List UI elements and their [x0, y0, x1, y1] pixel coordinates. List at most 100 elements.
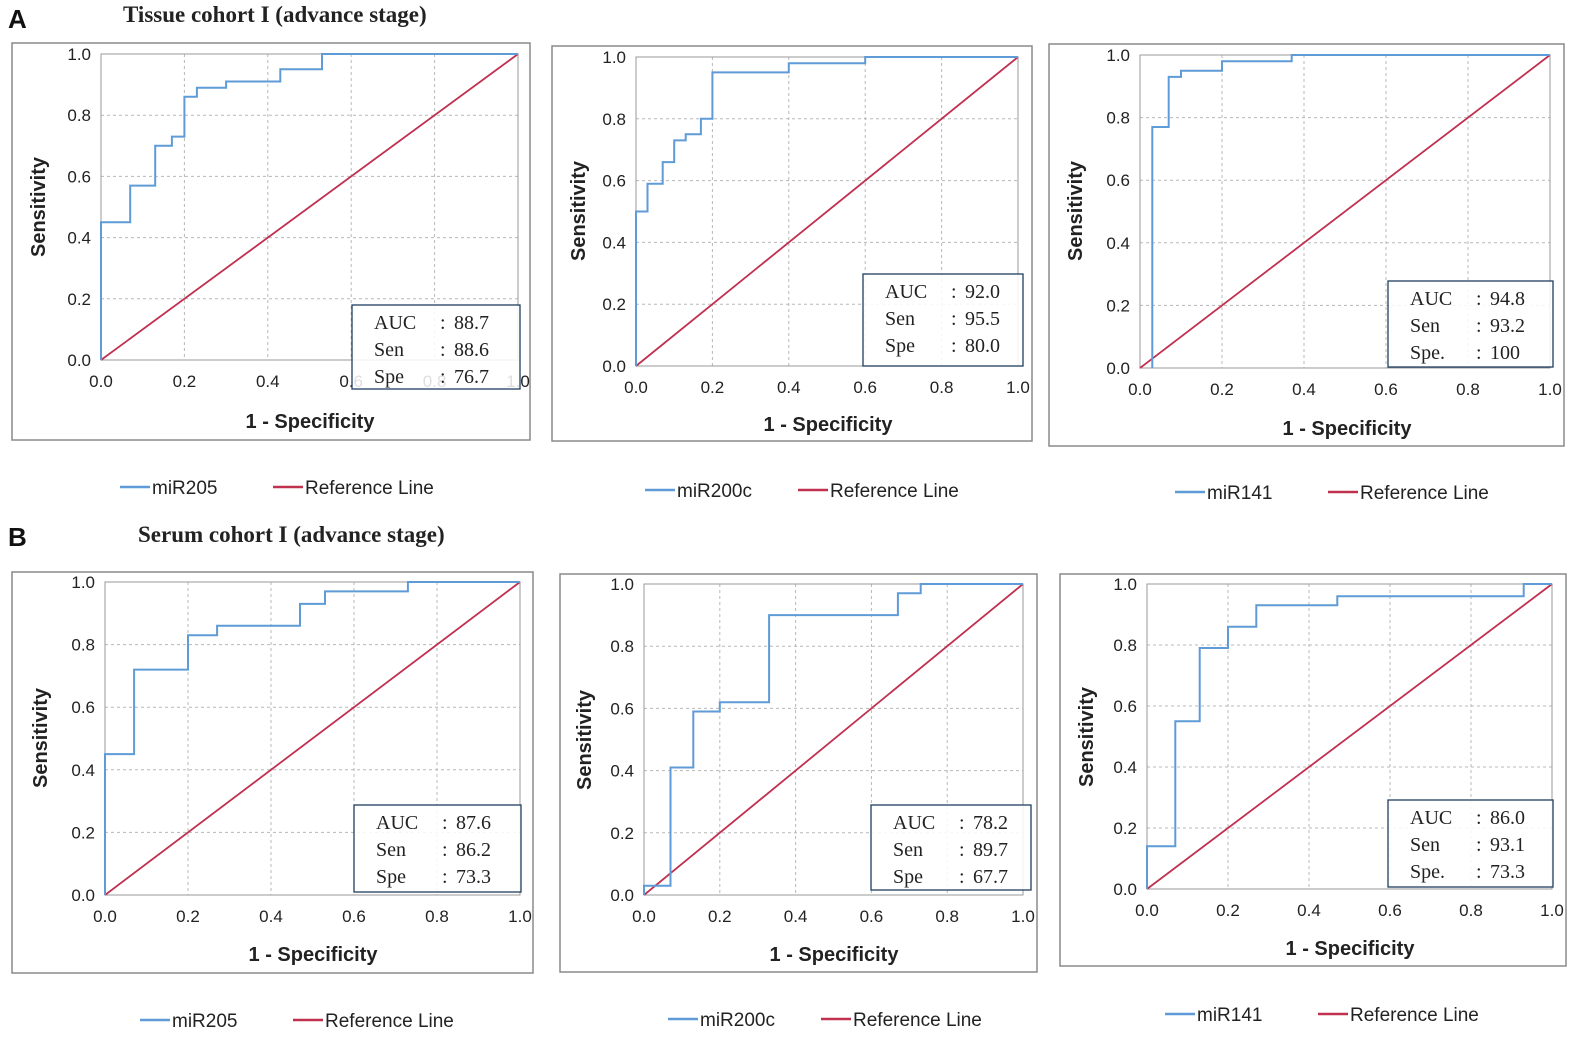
- y-tick-label: 0.8: [67, 106, 91, 125]
- stat-value-auc: 87.6: [456, 812, 491, 834]
- legend-label-series: miR205: [152, 478, 217, 499]
- y-tick-label: 0.2: [602, 295, 626, 314]
- roc-curve-miR200c: [643, 583, 1023, 895]
- stat-value-sen: 95.5: [965, 308, 1000, 330]
- stat-value-auc: 88.7: [454, 312, 489, 334]
- stats-box: [1387, 280, 1554, 368]
- stat-label-sen: Sen: [376, 839, 406, 861]
- legend-label-reference: Reference Line: [305, 478, 434, 499]
- roc-chart-tissue-mir205: 0.00.20.40.60.81.00.00.20.40.60.81.01 - …: [11, 42, 531, 499]
- stat-colon: :: [959, 866, 965, 888]
- stat-label-spe: Spe.: [1410, 861, 1445, 883]
- stat-value-spe: 73.3: [1490, 861, 1525, 883]
- y-tick-label: 0.2: [67, 290, 91, 309]
- reference-line: [104, 581, 521, 896]
- x-tick-label: 0.8: [930, 378, 954, 397]
- reference-line: [1146, 583, 1553, 890]
- legend-label-reference: Reference Line: [1360, 483, 1489, 504]
- reference-line: [643, 583, 1024, 896]
- y-axis-label: Sensitivity: [574, 689, 596, 790]
- y-tick-label: 1.0: [1106, 46, 1130, 65]
- y-tick-label: 0.8: [1106, 109, 1130, 128]
- stat-value-spe: 100: [1490, 342, 1520, 364]
- y-tick-label: 0.0: [610, 886, 634, 905]
- y-axis-label: Sensitivity: [28, 156, 50, 257]
- stat-label-sen: Sen: [893, 839, 923, 861]
- y-axis-label: Sensitivity: [30, 687, 52, 788]
- legend-label-reference: Reference Line: [830, 481, 959, 502]
- x-axis-label: 1 - Specificity: [764, 414, 894, 436]
- x-axis-label: 1 - Specificity: [246, 411, 376, 433]
- roc-curve-miR205: [104, 581, 520, 895]
- x-tick-label: 0.0: [89, 372, 113, 391]
- x-tick-label: 0.6: [860, 907, 884, 926]
- roc-chart-tissue-mir200c: 0.0 0.2 0.4 0.6 0.8 1.0 0.0 0.2 0.4 0.6 0.8 1.0 1 - …: [551, 45, 1033, 502]
- stat-label-spe: Spe: [893, 866, 923, 888]
- stat-value-sen: 89.7: [973, 839, 1008, 861]
- stat-label-auc: AUC: [1410, 288, 1452, 310]
- roc-curve-miR141: [1151, 54, 1550, 368]
- roc-chart-serum-mir205: 0.0 0.2 0.4 0.6 0.8 1.0 0.0 0.2 0.4 0.6 0.8 1.0 1 - …: [11, 571, 534, 1032]
- stat-label-sen: Sen: [885, 308, 915, 330]
- x-tick-label: 0.8: [935, 907, 959, 926]
- panel-title-tissue: Tissue cohort I (advance stage): [123, 2, 427, 27]
- y-tick-label: 1.0: [1113, 575, 1137, 594]
- x-tick-label: 0.0: [1128, 380, 1152, 399]
- reference-line: [1139, 54, 1551, 369]
- y-tick-label: 0.8: [602, 110, 626, 129]
- stat-value-auc: 78.2: [973, 812, 1008, 834]
- x-tick-label: 0.2: [1210, 380, 1234, 399]
- plot-area-border: [100, 53, 519, 361]
- stat-label-spe: Spe.: [1410, 342, 1445, 364]
- stat-value-auc: 94.8: [1490, 288, 1525, 310]
- y-tick-label: 0.6: [610, 699, 634, 718]
- legend-label-series: miR141: [1197, 1005, 1262, 1026]
- roc-curve-miR200c: [635, 56, 1018, 366]
- chart-frame: [1048, 43, 1565, 447]
- y-tick-label: 0.0: [67, 351, 91, 370]
- stat-colon: :: [440, 366, 446, 388]
- stats-box: [1387, 799, 1554, 888]
- roc-chart-tissue-mir141: 0.0 0.2 0.4 0.6 0.8 1.0 0.0 0.2 0.4 0.6 0.8 1.0 1 - …: [1048, 43, 1565, 504]
- x-axis-label: 1 - Specificity: [1286, 938, 1416, 960]
- legend-label-series: miR205: [172, 1011, 237, 1032]
- x-tick-label: 0.8: [1459, 901, 1483, 920]
- stat-colon: :: [951, 335, 957, 357]
- x-tick-label: 0.8: [1456, 380, 1480, 399]
- stat-value-auc: 86.0: [1490, 807, 1525, 829]
- chart-frame: [551, 45, 1033, 442]
- y-tick-label: 0.4: [610, 762, 634, 781]
- stat-label-auc: AUC: [374, 312, 416, 334]
- stat-value-sen: 88.6: [454, 339, 489, 361]
- stat-label-spe: Spe: [374, 366, 404, 388]
- legend-label-series: miR200c: [677, 481, 752, 502]
- stat-value-sen: 86.2: [456, 839, 491, 861]
- stat-value-spe: 80.0: [965, 335, 1000, 357]
- y-tick-label: 0.2: [1113, 819, 1137, 838]
- y-tick-label: 0.8: [71, 636, 95, 655]
- stat-label-sen: Sen: [374, 339, 404, 361]
- legend-label-reference: Reference Line: [1350, 1005, 1479, 1026]
- stat-value-sen: 93.2: [1490, 315, 1525, 337]
- stat-colon: :: [440, 312, 446, 334]
- y-tick-label: 1.0: [67, 45, 91, 64]
- plot-area-border: [104, 581, 521, 896]
- stat-label-auc: AUC: [893, 812, 935, 834]
- x-tick-label: 0.2: [176, 907, 200, 926]
- stat-colon: :: [1476, 861, 1482, 883]
- y-tick-label: 0.0: [71, 886, 95, 905]
- stat-value-sen: 93.1: [1490, 834, 1525, 856]
- stat-colon: :: [1476, 288, 1482, 310]
- stats-box: [351, 304, 521, 390]
- legend-label-reference: Reference Line: [853, 1010, 982, 1031]
- y-tick-label: 1.0: [610, 575, 634, 594]
- y-tick-label: 0.6: [67, 167, 91, 186]
- y-tick-label: 0.4: [1113, 758, 1137, 777]
- y-tick-label: 0.2: [1106, 296, 1130, 315]
- stat-colon: :: [951, 281, 957, 303]
- x-tick-label: 0.2: [708, 907, 732, 926]
- x-axis-label: 1 - Specificity: [770, 944, 900, 966]
- x-tick-label: 0.0: [93, 907, 117, 926]
- y-tick-label: 0.0: [602, 357, 626, 376]
